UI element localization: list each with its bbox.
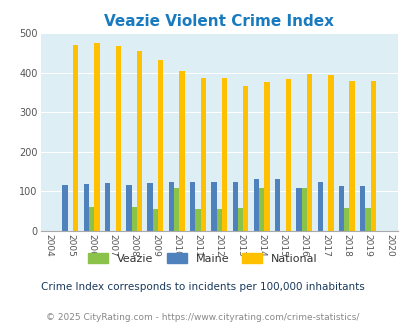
Bar xyxy=(147,183,152,231)
Bar xyxy=(232,182,237,231)
Bar xyxy=(115,46,121,231)
Bar xyxy=(370,81,375,231)
Bar xyxy=(222,78,227,231)
Bar xyxy=(190,182,195,231)
Bar xyxy=(195,209,200,231)
Bar xyxy=(253,179,258,231)
Bar xyxy=(216,209,222,231)
Bar xyxy=(89,207,94,231)
Bar xyxy=(359,186,364,231)
Bar xyxy=(104,183,110,231)
Bar xyxy=(317,182,322,231)
Bar xyxy=(131,207,136,231)
Bar xyxy=(94,43,99,231)
Bar xyxy=(200,78,205,231)
Bar xyxy=(258,188,264,231)
Bar xyxy=(338,186,343,231)
Bar xyxy=(73,45,78,231)
Bar xyxy=(327,75,333,231)
Bar xyxy=(243,86,248,231)
Bar xyxy=(174,188,179,231)
Bar xyxy=(136,51,142,231)
Bar xyxy=(274,179,280,231)
Title: Veazie Violent Crime Index: Veazie Violent Crime Index xyxy=(104,14,333,29)
Bar xyxy=(301,188,306,231)
Bar xyxy=(168,182,174,231)
Bar xyxy=(349,81,354,231)
Bar xyxy=(306,74,311,231)
Legend: Veazie, Maine, National: Veazie, Maine, National xyxy=(85,250,320,267)
Text: © 2025 CityRating.com - https://www.cityrating.com/crime-statistics/: © 2025 CityRating.com - https://www.city… xyxy=(46,313,359,322)
Bar xyxy=(296,188,301,231)
Bar xyxy=(152,209,158,231)
Text: Crime Index corresponds to incidents per 100,000 inhabitants: Crime Index corresponds to incidents per… xyxy=(41,282,364,292)
Bar xyxy=(83,184,89,231)
Bar xyxy=(264,82,269,231)
Bar xyxy=(62,185,68,231)
Bar xyxy=(158,60,163,231)
Bar xyxy=(285,79,290,231)
Bar xyxy=(211,182,216,231)
Bar xyxy=(364,209,370,231)
Bar xyxy=(126,185,131,231)
Bar xyxy=(179,71,184,231)
Bar xyxy=(343,208,349,231)
Bar xyxy=(237,209,243,231)
